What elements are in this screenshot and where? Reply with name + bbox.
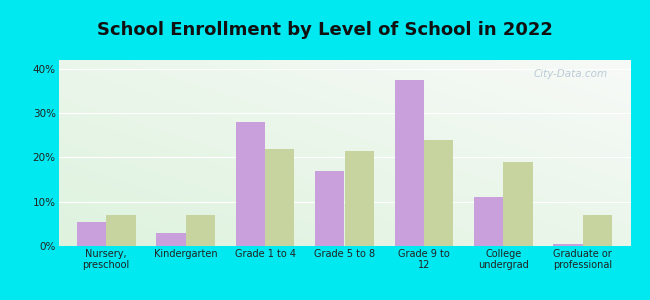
Bar xyxy=(553,244,583,246)
Bar xyxy=(156,233,186,246)
Text: School Enrollment by Level of School in 2022: School Enrollment by Level of School in … xyxy=(97,21,553,39)
Bar xyxy=(395,80,424,246)
Bar xyxy=(265,148,294,246)
Bar xyxy=(583,215,612,246)
Bar xyxy=(344,151,374,246)
Bar xyxy=(424,140,453,246)
Bar xyxy=(106,215,136,246)
Bar xyxy=(503,162,533,246)
Bar xyxy=(186,215,215,246)
Bar xyxy=(474,197,503,246)
Bar xyxy=(236,122,265,246)
Text: City-Data.com: City-Data.com xyxy=(533,69,607,79)
Bar xyxy=(77,222,106,246)
Bar xyxy=(315,171,344,246)
